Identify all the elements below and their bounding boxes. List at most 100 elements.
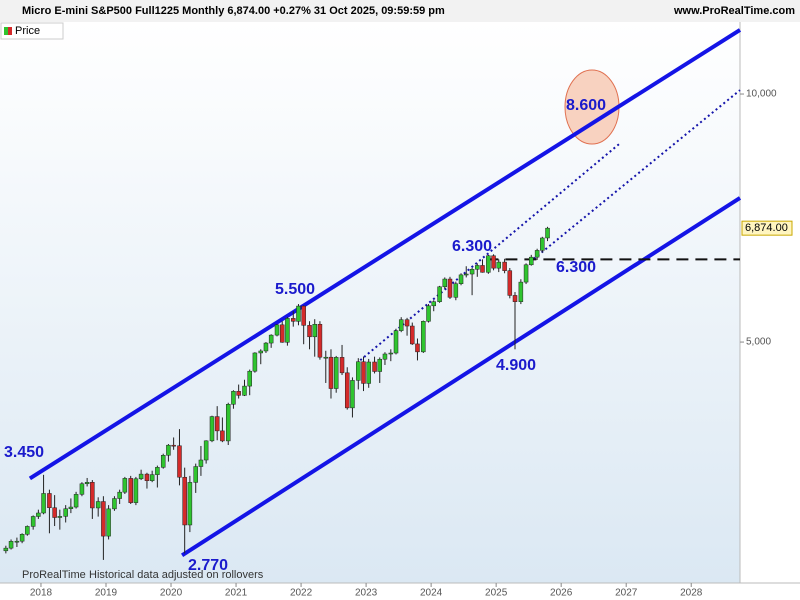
candle-body (447, 278, 453, 298)
candle-body (285, 318, 290, 343)
candle-body (193, 466, 198, 483)
legend-label: Price (15, 25, 40, 37)
trendline (180, 196, 742, 558)
candle-body (469, 269, 475, 275)
candle-body (203, 440, 209, 461)
candle-body (128, 478, 133, 503)
legend-box[interactable] (0, 22, 64, 40)
candle-body (453, 283, 459, 298)
candle-body (68, 506, 74, 510)
x-tick-label: 2019 (95, 588, 118, 599)
annotation: 3.450 (4, 444, 44, 461)
candle-body (258, 350, 264, 354)
candle-body (166, 444, 171, 456)
chart-title: Micro E-mini S&P500 Full1225 Monthly 6,8… (22, 5, 445, 17)
candle-body (182, 476, 187, 526)
candle-body (458, 274, 464, 284)
candle-body (372, 361, 377, 372)
last-price-tag (741, 220, 793, 236)
candle-body (19, 534, 25, 542)
candle-body (301, 305, 306, 326)
y-tick-label: 5,000 (746, 337, 771, 348)
candle-body (431, 301, 436, 307)
candle-body (252, 352, 258, 372)
plot-background (0, 22, 740, 583)
candle-body (317, 324, 323, 358)
candle-body (421, 321, 426, 353)
candle-body (398, 319, 404, 331)
candle-body (377, 358, 383, 372)
x-tick-label: 2022 (290, 588, 313, 599)
legend-icon (4, 27, 8, 35)
candle-body (171, 444, 176, 447)
candle-body (296, 305, 301, 322)
candle-body (101, 501, 106, 537)
y-axis-area (740, 22, 800, 583)
candle-body (356, 361, 361, 381)
annotation: 2.770 (188, 557, 228, 574)
x-tick-label: 2021 (225, 588, 248, 599)
candle-body (475, 265, 480, 270)
annotation: 8.600 (566, 97, 606, 114)
candle-body (496, 261, 502, 269)
candle-body (149, 474, 155, 481)
candle-body (268, 334, 274, 344)
candle-body (133, 478, 139, 503)
candle-body (523, 264, 529, 283)
x-tick-label: 2025 (485, 588, 508, 599)
candle-body (79, 483, 85, 495)
x-tick-label: 2018 (30, 588, 53, 599)
candle-body (366, 361, 371, 384)
candle-body (388, 352, 394, 355)
candle-body (247, 370, 252, 387)
candles (3, 226, 550, 560)
candle-body (52, 507, 57, 518)
x-tick-label: 2028 (680, 588, 703, 599)
footer-note: Historical data adjusted on rollovers (89, 569, 264, 581)
candle-body (57, 516, 63, 518)
candle-body (333, 357, 339, 389)
x-tick-label: 2027 (615, 588, 638, 599)
x-tick-label: 2024 (420, 588, 443, 599)
candle-body (138, 473, 144, 480)
candle-body (106, 508, 111, 537)
candle-body (198, 459, 204, 467)
candle-body (225, 404, 231, 442)
candle-body (463, 273, 469, 276)
annotation: 6.300 (556, 259, 596, 276)
candle-body (502, 261, 507, 271)
candle-body (84, 482, 90, 485)
x-tick-label: 2020 (160, 588, 183, 599)
candle-body (112, 498, 117, 510)
candle-body (36, 512, 41, 517)
candle-body (25, 526, 30, 535)
legend[interactable]: Price (0, 22, 64, 40)
header-bar (0, 0, 800, 22)
candle-body (90, 482, 95, 509)
candle-body (442, 278, 448, 288)
annotation: 4.900 (496, 357, 536, 374)
source: www.ProRealTime.com (673, 5, 795, 17)
candle-body (291, 318, 296, 322)
candle-body (231, 391, 236, 405)
candle-body (155, 467, 160, 475)
candle-body (529, 256, 534, 266)
candle-body (512, 295, 518, 302)
y-tick-label: 10,000 (746, 89, 777, 100)
candle-body (177, 445, 182, 478)
candle-body (486, 255, 491, 273)
candle-body (410, 325, 415, 345)
candle-body (350, 380, 355, 409)
candle-body (263, 342, 269, 352)
candle-body (518, 281, 524, 302)
candle-body (144, 473, 150, 481)
candle-body (382, 353, 388, 360)
trendline (28, 28, 742, 481)
annotation: 5.500 (275, 281, 315, 298)
candle-body (122, 478, 128, 493)
candle-body (30, 516, 36, 527)
candle-body (480, 265, 485, 273)
candle-body (63, 508, 68, 517)
x-tick-label: 2023 (355, 588, 378, 599)
